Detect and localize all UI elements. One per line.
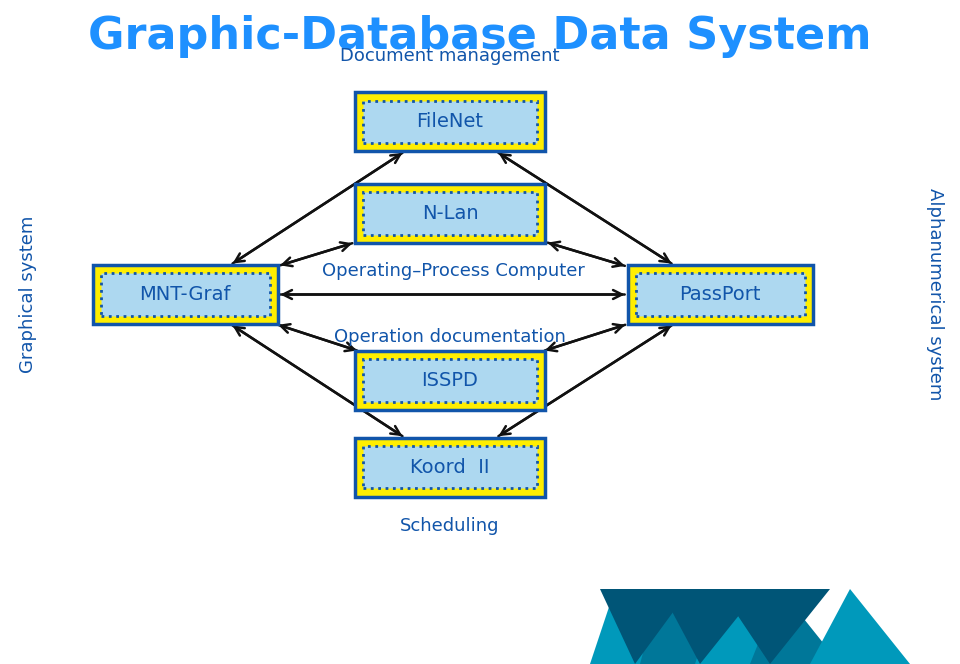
Polygon shape	[600, 589, 690, 664]
Text: Koord  II: Koord II	[410, 457, 490, 477]
FancyBboxPatch shape	[363, 100, 537, 143]
FancyBboxPatch shape	[92, 265, 277, 324]
FancyBboxPatch shape	[363, 192, 537, 234]
Text: Document management: Document management	[340, 47, 560, 65]
Text: IAEA, DB NKM, Vienna, November 27, 2014: IAEA, DB NKM, Vienna, November 27, 2014	[18, 626, 273, 639]
Text: Scheduling: Scheduling	[400, 517, 500, 535]
Text: MNT-Graf: MNT-Graf	[139, 285, 230, 304]
Text: Ing. Radek Šula: Ing. Radek Šula	[330, 625, 421, 640]
FancyBboxPatch shape	[355, 184, 545, 243]
FancyBboxPatch shape	[355, 351, 545, 410]
Text: Operating–Process Computer: Operating–Process Computer	[322, 262, 585, 280]
Text: 17: 17	[915, 620, 948, 645]
FancyBboxPatch shape	[355, 438, 545, 497]
FancyBboxPatch shape	[363, 359, 537, 402]
Polygon shape	[660, 589, 760, 664]
Text: FileNet: FileNet	[417, 112, 484, 131]
Polygon shape	[640, 589, 720, 664]
Text: N-Lan: N-Lan	[421, 204, 478, 222]
FancyBboxPatch shape	[628, 265, 812, 324]
Polygon shape	[750, 589, 840, 664]
Text: Alphanumerical system: Alphanumerical system	[926, 189, 944, 400]
FancyBboxPatch shape	[636, 273, 804, 316]
Polygon shape	[590, 589, 660, 664]
FancyBboxPatch shape	[355, 92, 545, 151]
Polygon shape	[810, 589, 910, 664]
Text: Operation documentation: Operation documentation	[334, 328, 566, 346]
Text: Graphic-Database Data System: Graphic-Database Data System	[88, 15, 872, 58]
Polygon shape	[695, 589, 775, 664]
Polygon shape	[720, 589, 830, 664]
Text: ISSPD: ISSPD	[421, 371, 478, 390]
FancyBboxPatch shape	[101, 273, 270, 316]
Text: PassPort: PassPort	[680, 285, 760, 304]
FancyBboxPatch shape	[363, 446, 537, 489]
Text: Graphical system: Graphical system	[19, 216, 37, 373]
